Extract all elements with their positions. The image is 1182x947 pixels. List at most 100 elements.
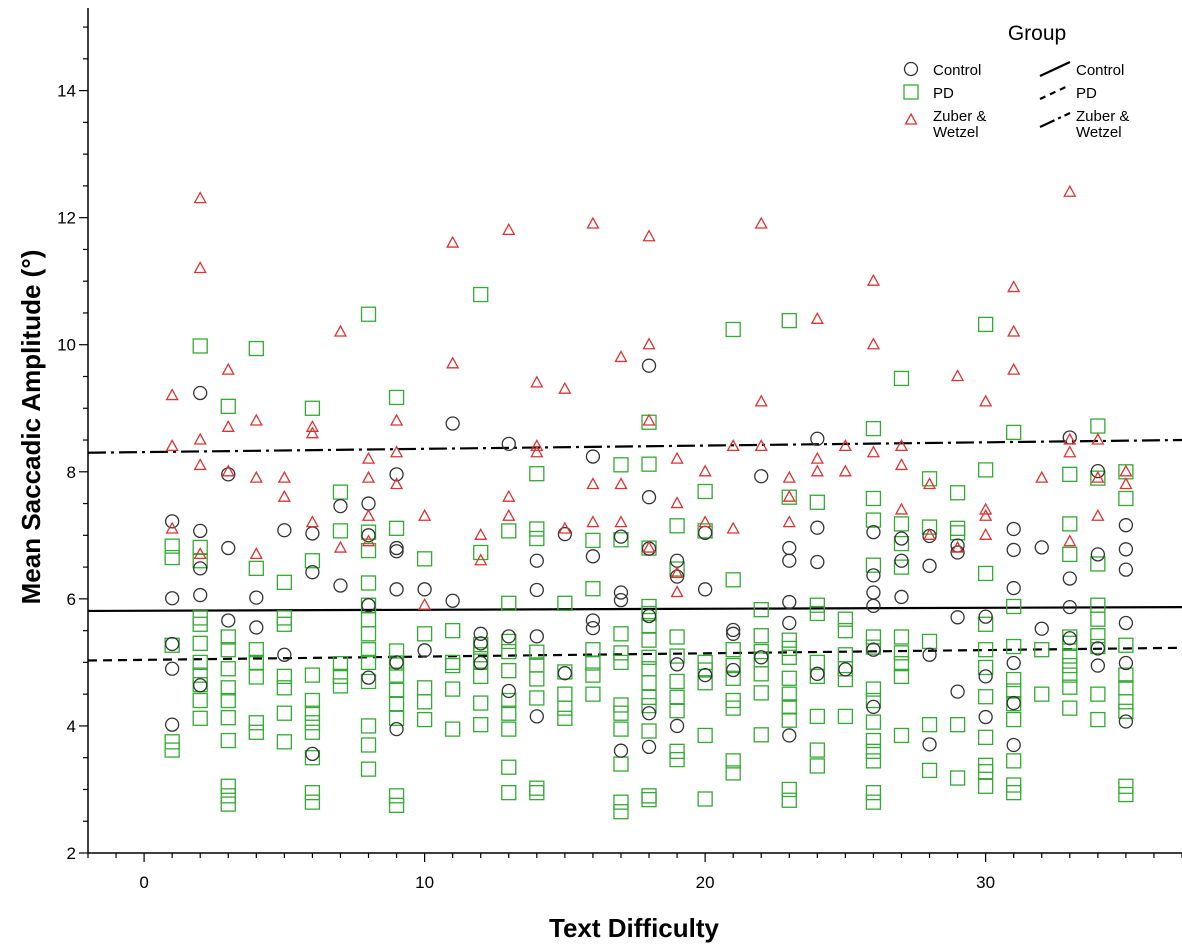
- data-point-square: [781, 632, 797, 648]
- data-point-square: [585, 667, 601, 683]
- data-point-triangle: [558, 521, 572, 534]
- data-point-triangle: [642, 337, 656, 350]
- data-point-square: [977, 316, 994, 333]
- data-point-triangle: [1091, 508, 1105, 521]
- legend-label: PD: [933, 85, 954, 102]
- y-tick-label: 4: [67, 717, 76, 736]
- data-point-circle: [866, 642, 881, 657]
- data-point-circle: [894, 553, 909, 568]
- data-point-square: [865, 681, 882, 697]
- data-point-circle: [389, 540, 404, 556]
- data-point-circle: [557, 666, 573, 681]
- data-point-triangle: [558, 381, 572, 394]
- data-point-circle: [810, 666, 825, 681]
- data-point-circle: [810, 431, 825, 446]
- data-point-circle: [669, 569, 685, 584]
- data-point-square: [781, 312, 797, 329]
- data-point-square: [613, 654, 629, 671]
- data-point-square: [501, 692, 517, 709]
- data-point-triangle: [502, 489, 516, 502]
- data-point-triangle: [670, 585, 684, 598]
- data-point-square: [865, 557, 882, 573]
- data-point-triangle: [474, 527, 488, 540]
- data-point-circle: [613, 529, 629, 544]
- data-point-square: [669, 751, 685, 768]
- data-point-triangle: [193, 191, 207, 204]
- data-point-square: [304, 750, 321, 766]
- data-point-square: [276, 616, 293, 632]
- fit-line-triangle: [87, 438, 1182, 454]
- data-point-square: [669, 703, 685, 719]
- data-point-circle: [585, 620, 601, 636]
- data-point-square: [697, 791, 713, 807]
- data-point-square: [753, 685, 769, 701]
- data-point-square: [557, 595, 573, 611]
- data-point-square: [697, 483, 713, 500]
- data-point-triangle: [305, 426, 320, 439]
- data-point-square: [669, 561, 685, 577]
- data-point-square: [1090, 628, 1106, 644]
- legend-line-triangle: [1039, 112, 1071, 128]
- data-point-circle: [249, 620, 264, 635]
- data-point-square: [473, 286, 489, 303]
- data-point-square: [865, 743, 882, 759]
- data-point-circle: [697, 582, 713, 597]
- legend-label: Control: [1076, 62, 1124, 79]
- data-point-square: [1118, 637, 1134, 653]
- data-point-square: [332, 668, 349, 685]
- data-point-circle: [1118, 655, 1134, 671]
- data-point-square: [893, 516, 910, 532]
- legend-label: Wetzel: [1076, 124, 1122, 141]
- data-point-square: [473, 544, 489, 561]
- data-point-square: [192, 667, 208, 683]
- data-point-triangle: [389, 413, 404, 426]
- data-point-circle: [445, 416, 460, 431]
- data-point-triangle: [754, 439, 768, 452]
- data-point-square: [304, 724, 321, 740]
- x-ticks: 0 10 20 30: [87, 853, 1182, 892]
- data-point-square: [1034, 686, 1050, 702]
- data-point-triangle: [642, 540, 656, 553]
- data-point-square: [753, 727, 769, 743]
- data-point-triangle: [754, 394, 768, 407]
- data-point-square: [416, 551, 433, 567]
- data-point-square: [781, 792, 797, 808]
- data-point-square: [865, 629, 882, 645]
- data-point-square: [304, 705, 321, 721]
- data-point-circle: [1006, 521, 1021, 537]
- data-point-square: [388, 643, 405, 659]
- data-point-square: [837, 708, 854, 725]
- data-point-circle: [782, 728, 797, 743]
- data-point-square: [753, 628, 769, 644]
- data-point-triangle: [249, 470, 263, 483]
- data-point-triangle: [586, 515, 600, 528]
- data-point-square: [781, 640, 797, 657]
- data-point-square: [1006, 424, 1022, 441]
- data-point-triangle: [950, 369, 965, 382]
- data-point-circle: [1006, 695, 1021, 711]
- data-point-square: [809, 742, 825, 758]
- data-point-square: [865, 420, 882, 437]
- data-point-square: [248, 340, 264, 357]
- data-point-circle: [754, 650, 769, 665]
- data-point-square: [725, 765, 741, 781]
- data-point-circle: [165, 661, 180, 676]
- data-point-circle: [333, 578, 348, 593]
- data-point-square: [921, 633, 938, 650]
- data-point-triangle: [446, 356, 460, 369]
- data-point-square: [977, 659, 994, 676]
- y-tick-label: 2: [67, 844, 76, 863]
- data-point-circle: [389, 544, 404, 559]
- data-point-circle: [1062, 571, 1077, 586]
- data-point-triangle: [193, 547, 207, 560]
- data-point-square: [192, 692, 208, 709]
- data-point-square: [893, 668, 910, 685]
- data-point-circle: [529, 582, 544, 598]
- data-point-square: [613, 697, 629, 713]
- data-point-square: [501, 705, 517, 721]
- data-point-triangle: [193, 432, 207, 445]
- data-point-circle: [305, 565, 320, 580]
- data-point-square: [360, 673, 377, 690]
- data-point-circle: [1090, 641, 1105, 656]
- data-point-square: [557, 686, 573, 702]
